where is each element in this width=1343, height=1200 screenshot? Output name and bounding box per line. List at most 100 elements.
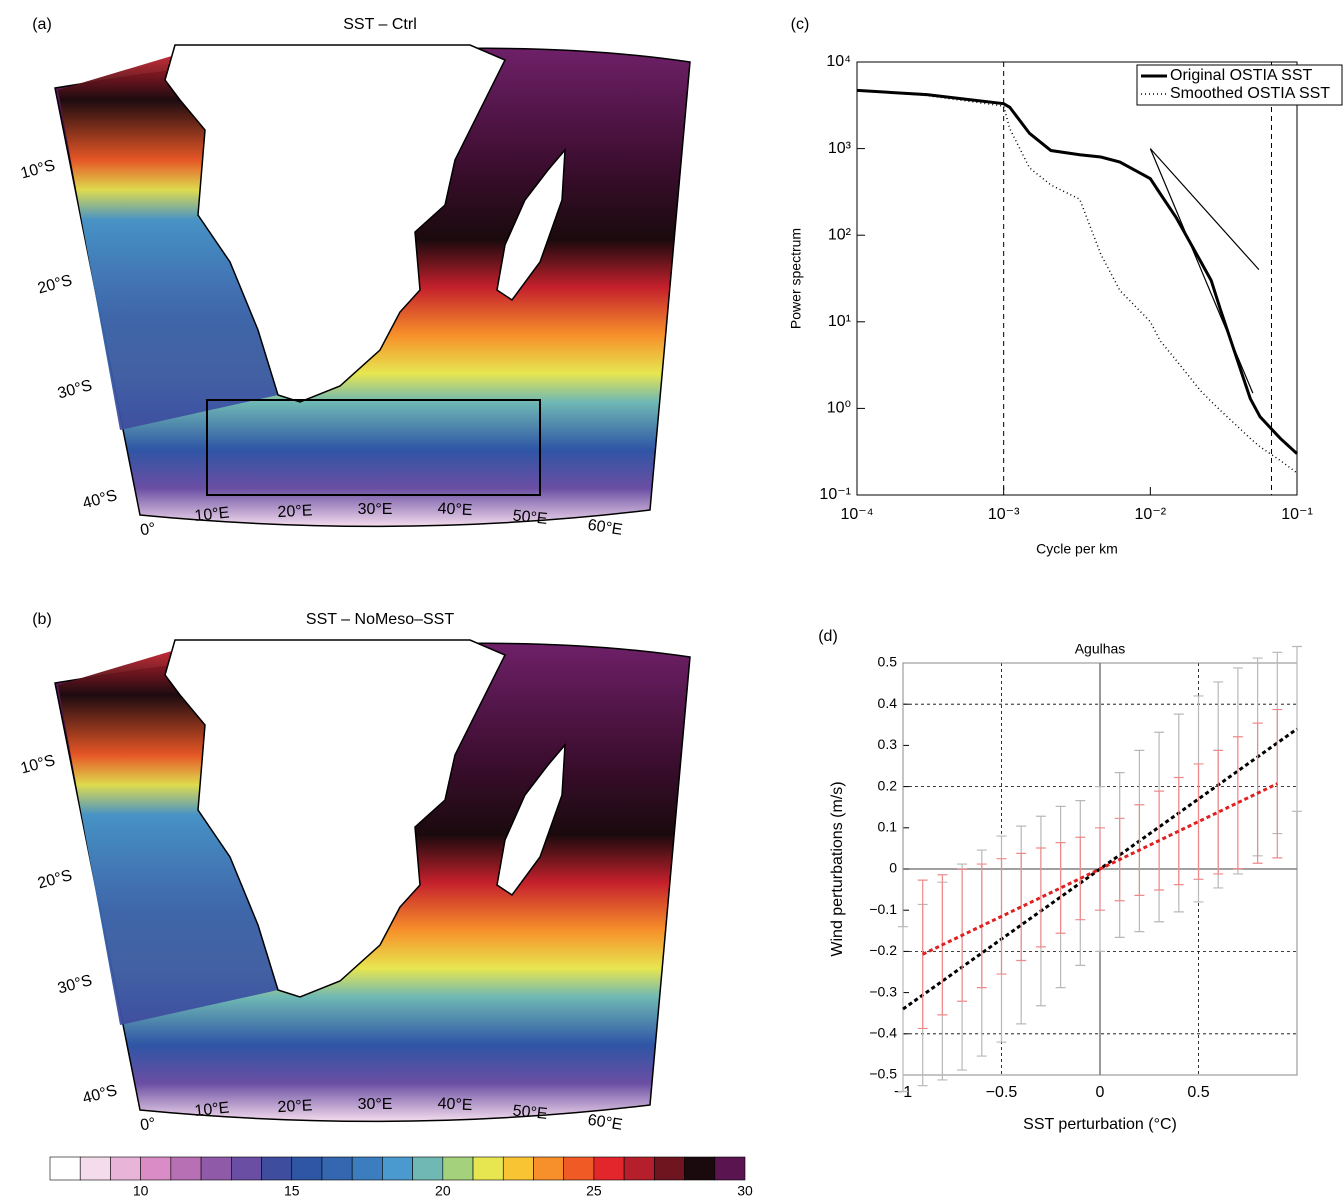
- colorbar-cell: [502, 1156, 534, 1181]
- y-axis-label: Power spectrum: [788, 228, 804, 329]
- colorbar-cell: [231, 1156, 262, 1181]
- y-tick-label: 10¹: [828, 313, 851, 330]
- colorbar-cell: [291, 1156, 323, 1181]
- x-tick-label: 10⁻¹: [1281, 506, 1313, 523]
- map-title: SST – Ctrl: [343, 16, 417, 33]
- colorbar-cell: [472, 1156, 504, 1181]
- colorbar-tick-label: 30: [737, 1183, 753, 1199]
- y-tick-label: 10²: [828, 226, 852, 243]
- colorbar-tick-label: 10: [133, 1183, 149, 1199]
- lon-label: 50°E: [512, 507, 548, 528]
- lat-label: 40°S: [81, 1082, 119, 1107]
- colorbar-cell: [654, 1156, 685, 1181]
- colorbar-cell: [623, 1156, 655, 1181]
- series-line: [922, 782, 1278, 956]
- colorbar-tick-label: 25: [586, 1183, 602, 1199]
- region-box: [206, 399, 541, 496]
- colorbar-cell: [563, 1156, 595, 1181]
- error-bar: [1055, 842, 1066, 934]
- lat-label: 20°S: [36, 867, 74, 892]
- atlantic: [58, 55, 278, 430]
- plot-frame: [856, 61, 1298, 496]
- island: [496, 147, 566, 302]
- y-tick-label: 0: [889, 860, 897, 876]
- y-tick-label: 10⁴: [826, 53, 851, 70]
- x-axis-label: Cycle per km: [1036, 541, 1118, 557]
- y-tick-label: −0.3: [869, 983, 897, 999]
- series-line: [856, 88, 1299, 455]
- land: [164, 44, 507, 403]
- lon-label: 30°E: [358, 501, 393, 518]
- land: [164, 639, 507, 998]
- x-axis-label: SST perturbation (°C): [1023, 1116, 1177, 1133]
- error-bar: [1035, 847, 1046, 948]
- y-tick-label: 10⁰: [827, 400, 851, 417]
- y-tick-label: 0.2: [878, 777, 898, 793]
- colorbar-cell: [321, 1156, 353, 1181]
- y-axis-label: Wind perturbations (m/s): [829, 781, 846, 956]
- colorbar-cell: [533, 1156, 564, 1181]
- lon-label: 10°E: [194, 504, 230, 525]
- panel-label: (d): [818, 628, 838, 645]
- colorbar-cell: [351, 1156, 383, 1181]
- x-tick-label: −1: [894, 1084, 912, 1101]
- x-tick-label: 10⁻²: [1135, 506, 1167, 523]
- colorbar-cell: [684, 1156, 716, 1181]
- chart-title: Agulhas: [1075, 641, 1126, 657]
- colorbar-cell: [382, 1156, 413, 1181]
- error-bar: [1232, 736, 1243, 870]
- y-tick-label: 0.1: [878, 819, 898, 835]
- legend-label: Original OSTIA SST: [1170, 67, 1312, 84]
- error-bar: [1173, 776, 1184, 886]
- error-bar: [1213, 749, 1224, 875]
- y-tick-label: −0.1: [869, 901, 897, 917]
- lon-label: 0°: [139, 1115, 157, 1134]
- y-tick-label: 10⁻¹: [819, 486, 851, 503]
- error-bar: [1075, 836, 1086, 921]
- lon-label: 20°E: [277, 1097, 313, 1116]
- plot-frame: [902, 662, 1298, 1076]
- panel-label: (a): [32, 16, 52, 33]
- panel-label: (b): [32, 611, 52, 628]
- colorbar-cell: [593, 1156, 625, 1181]
- lat-label: 10°S: [19, 752, 57, 777]
- reference-line: [1149, 148, 1260, 271]
- lon-label: 20°E: [277, 502, 313, 521]
- x-tick-label: 10⁻³: [988, 506, 1020, 523]
- map-title: SST – NoMeso–SST: [306, 611, 454, 628]
- legend: [1136, 64, 1343, 106]
- colorbar-cell: [79, 1156, 111, 1181]
- colorbar-cell: [261, 1156, 293, 1181]
- lat-label: 30°S: [56, 377, 94, 402]
- lon-label: 50°E: [512, 1102, 548, 1123]
- colorbar-tick-label: 15: [284, 1183, 300, 1199]
- colorbar-cell: [714, 1156, 746, 1181]
- series-line: [856, 89, 1298, 474]
- panel-label: (c): [791, 16, 810, 33]
- lon-label: 60°E: [586, 1112, 623, 1134]
- lat-label: 20°S: [36, 272, 74, 297]
- lon-label: 10°E: [194, 1099, 230, 1120]
- lon-label: 60°E: [586, 517, 623, 539]
- legend-label: Smoothed OSTIA SST: [1170, 85, 1330, 102]
- error-bar: [1193, 763, 1204, 880]
- colorbar-cell: [200, 1156, 232, 1181]
- colorbar-cell: [49, 1156, 81, 1181]
- y-tick-label: −0.4: [869, 1025, 897, 1041]
- lon-label: 40°E: [437, 500, 473, 519]
- y-tick-label: −0.5: [869, 1066, 897, 1082]
- x-tick-label: −0.5: [986, 1084, 1018, 1101]
- y-tick-label: 0.5: [878, 654, 898, 670]
- x-tick-label: 0.5: [1187, 1084, 1209, 1101]
- colorbar-tick-label: 20: [435, 1183, 451, 1199]
- colorbar-cell: [170, 1156, 202, 1181]
- colorbar-cell: [442, 1156, 474, 1181]
- colorbar-cell: [412, 1156, 444, 1181]
- colorbar-cell: [110, 1156, 141, 1181]
- lat-label: 40°S: [81, 487, 119, 512]
- colorbar-cell: [140, 1156, 172, 1181]
- lat-label: 10°S: [19, 157, 57, 182]
- y-tick-label: 10³: [828, 140, 852, 157]
- x-tick-label: 10⁻⁴: [840, 506, 873, 523]
